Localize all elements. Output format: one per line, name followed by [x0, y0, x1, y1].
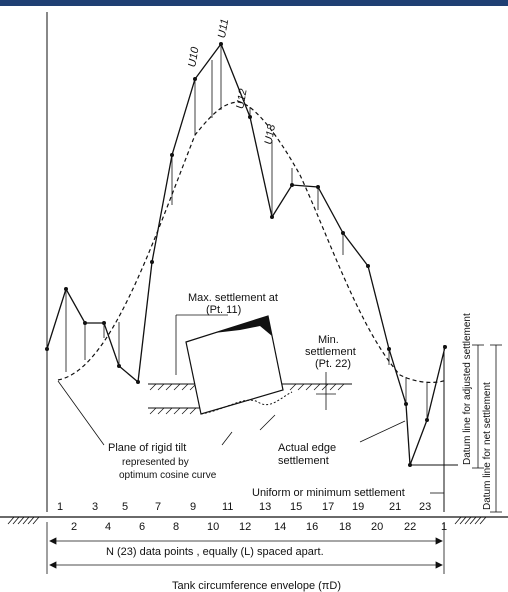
- point-number-top: 5: [122, 501, 128, 513]
- point-number-bottom: 6: [139, 521, 145, 533]
- datum-adjusted-label: Datum line for adjusted settlement: [462, 313, 473, 465]
- max-settlement-label: Max. settlement at: [188, 292, 278, 304]
- data-points: [45, 42, 447, 467]
- point-numbers-bottom: 2 4 6 8 10 12 14 16 18 20 22 1: [71, 521, 447, 533]
- n-points-label: N (23) data points , equally (L) spaced …: [106, 546, 324, 558]
- point-number-top: 17: [322, 501, 334, 513]
- point-number-top: 7: [155, 501, 161, 513]
- max-settlement-pt-label: (Pt. 11): [206, 304, 241, 316]
- point-number-top: 11: [222, 501, 233, 513]
- tank-sketch: [148, 314, 352, 415]
- plane-rigid-tilt-label-3: optimum cosine curve: [119, 470, 217, 481]
- u12-label: U12: [234, 88, 249, 110]
- point-number-top: 21: [389, 501, 401, 513]
- leader-lines: [57, 380, 406, 446]
- n-points-dimension: [49, 537, 443, 545]
- tank-circumference-dimension: [46, 522, 445, 574]
- header-bar: [0, 0, 508, 6]
- u11-label: U11: [216, 18, 231, 39]
- point-number-bottom: 16: [306, 521, 318, 533]
- point-number-bottom: 8: [173, 521, 179, 533]
- min-settlement-label: Min.: [318, 334, 339, 346]
- datum-net-label: Datum line for net settlement: [482, 382, 493, 510]
- min-settlement-pt-label: (Pt. 22): [315, 358, 351, 370]
- offset-lines: [65, 44, 428, 420]
- point-number-top: 23: [419, 501, 431, 513]
- point-number-bottom: 2: [71, 521, 77, 533]
- point-number-bottom: 20: [371, 521, 383, 533]
- point-numbers-top: 1 3 5 7 9 11 13 15 17 19 21 23: [57, 501, 431, 513]
- u10-label: U10: [186, 45, 201, 68]
- point-number-bottom: 1: [441, 521, 447, 533]
- point-number-bottom: 14: [274, 521, 286, 533]
- point-number-bottom: 18: [339, 521, 351, 533]
- datum-dimension-lines: [472, 344, 502, 513]
- actual-edge-label-2: settlement: [278, 455, 329, 467]
- point-number-top: 1: [57, 501, 63, 513]
- point-number-top: 19: [352, 501, 364, 513]
- point-number-top: 13: [259, 501, 271, 513]
- point-number-bottom: 22: [404, 521, 416, 533]
- plane-rigid-tilt-label-2: represented by: [122, 457, 189, 468]
- ground-line: [0, 516, 508, 525]
- point-number-top: 15: [290, 501, 302, 513]
- plane-rigid-tilt-label: Plane of rigid tilt: [108, 442, 186, 454]
- point-number-bottom: 4: [105, 521, 111, 533]
- tank-circumference-label: Tank circumference envelope (πD): [172, 580, 341, 592]
- point-number-top: 3: [92, 501, 98, 513]
- point-number-bottom: 12: [239, 521, 251, 533]
- actual-edge-label: Actual edge: [278, 442, 336, 454]
- min-settlement-label-2: settlement: [305, 346, 356, 358]
- uniform-settlement-label: Uniform or minimum settlement: [252, 487, 405, 499]
- point-number-bottom: 10: [207, 521, 219, 533]
- u13-label: U13: [263, 123, 278, 146]
- point-number-top: 9: [190, 501, 196, 513]
